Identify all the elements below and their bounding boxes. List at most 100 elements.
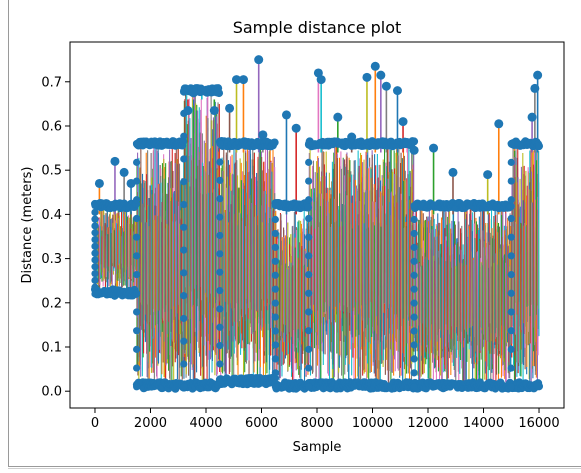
series-marker — [271, 299, 279, 307]
peak-marker — [189, 88, 198, 98]
series-marker — [133, 345, 141, 353]
series-marker — [216, 323, 224, 331]
series-marker — [91, 201, 99, 210]
series-marker — [507, 214, 515, 223]
series-marker — [271, 341, 279, 349]
frame-border-bottom — [8, 466, 581, 467]
series-marker — [271, 383, 279, 391]
series-marker — [271, 369, 279, 377]
series-marker — [410, 369, 418, 377]
series-marker — [180, 292, 188, 300]
series-marker — [271, 243, 279, 251]
y-tick-label: 0.1 — [41, 341, 62, 356]
chart-title: Sample distance plot — [233, 18, 402, 37]
series-marker — [180, 337, 188, 345]
series-marker — [133, 252, 141, 260]
peak-marker — [347, 132, 357, 142]
series-marker — [91, 242, 99, 250]
series-marker — [216, 231, 224, 240]
series-marker — [216, 195, 224, 203]
series-marker — [507, 364, 515, 372]
series-marker — [216, 250, 224, 258]
series-marker — [507, 345, 515, 353]
series-marker — [410, 201, 418, 210]
series-marker — [180, 178, 188, 186]
series-marker — [507, 308, 515, 316]
peak-marker — [197, 86, 207, 96]
series-marker — [305, 327, 313, 335]
series-marker — [271, 327, 279, 335]
peak-marker — [381, 81, 391, 91]
peak-marker — [402, 139, 412, 149]
series-marker — [216, 305, 224, 313]
series-marker — [133, 214, 141, 223]
series-marker — [91, 283, 99, 291]
peak-marker — [209, 106, 219, 116]
y-axis: 0.0 0.1 0.2 0.3 0.4 0.5 0.6 0.7 — [41, 75, 70, 400]
series-marker — [91, 269, 99, 278]
peak-marker — [232, 75, 242, 85]
series-marker — [133, 383, 141, 391]
series-marker — [180, 223, 188, 231]
series-marker — [305, 308, 313, 316]
peak-marker — [409, 145, 419, 155]
series-marker — [410, 137, 419, 146]
series-marker — [506, 202, 515, 211]
peak-marker — [119, 167, 129, 177]
x-tick-label: 12000 — [407, 416, 448, 431]
series-marker — [91, 235, 99, 244]
series-marker — [216, 176, 224, 184]
x-tick-label: 4000 — [189, 416, 222, 431]
series-marker — [180, 383, 188, 391]
series-marker — [133, 233, 141, 241]
x-tick-label: 6000 — [245, 416, 278, 431]
peak-marker — [94, 178, 104, 188]
series-marker — [410, 257, 418, 265]
series-marker — [180, 155, 188, 163]
series-marker — [305, 364, 313, 372]
peak-marker — [429, 143, 439, 153]
series-marker — [180, 200, 188, 209]
series-marker — [216, 286, 224, 295]
series-marker — [133, 289, 141, 297]
peak-marker — [483, 170, 493, 180]
peak-marker — [110, 156, 120, 166]
series-marker — [91, 263, 99, 271]
x-tick-label: 10000 — [352, 416, 393, 431]
peak-marker — [533, 70, 543, 80]
series-marker — [305, 233, 313, 241]
x-tick-label: 2000 — [134, 416, 167, 431]
series-marker — [410, 355, 418, 363]
series-marker — [133, 308, 141, 316]
peak-marker — [183, 106, 193, 116]
series-marker — [305, 196, 313, 204]
series-marker — [91, 290, 99, 298]
series-marker — [507, 252, 515, 260]
peak-marker — [530, 83, 540, 93]
series-marker — [180, 360, 188, 368]
peak-marker — [238, 75, 248, 85]
peak-marker — [392, 86, 402, 96]
series-marker — [91, 208, 99, 216]
series-marker — [305, 345, 313, 353]
series-marker — [216, 342, 224, 350]
y-tick-label: 0.0 — [41, 385, 62, 400]
series-marker — [91, 229, 99, 237]
series-marker — [180, 314, 188, 323]
series-marker — [410, 271, 418, 279]
x-tick-label: 14000 — [463, 416, 504, 431]
series-marker — [271, 257, 279, 265]
x-axis: 0 2000 4000 6000 8000 10000 12000 14000 16000 — [91, 408, 560, 431]
series-marker — [305, 252, 313, 260]
series-marker — [271, 271, 279, 279]
series-marker — [215, 89, 224, 98]
series-marker — [271, 313, 279, 321]
series-marker — [410, 243, 418, 251]
peak-marker — [225, 103, 235, 113]
series-marker — [91, 249, 99, 257]
series-marker — [271, 285, 279, 293]
y-tick-label: 0.6 — [41, 119, 62, 134]
series-marker — [507, 327, 515, 335]
